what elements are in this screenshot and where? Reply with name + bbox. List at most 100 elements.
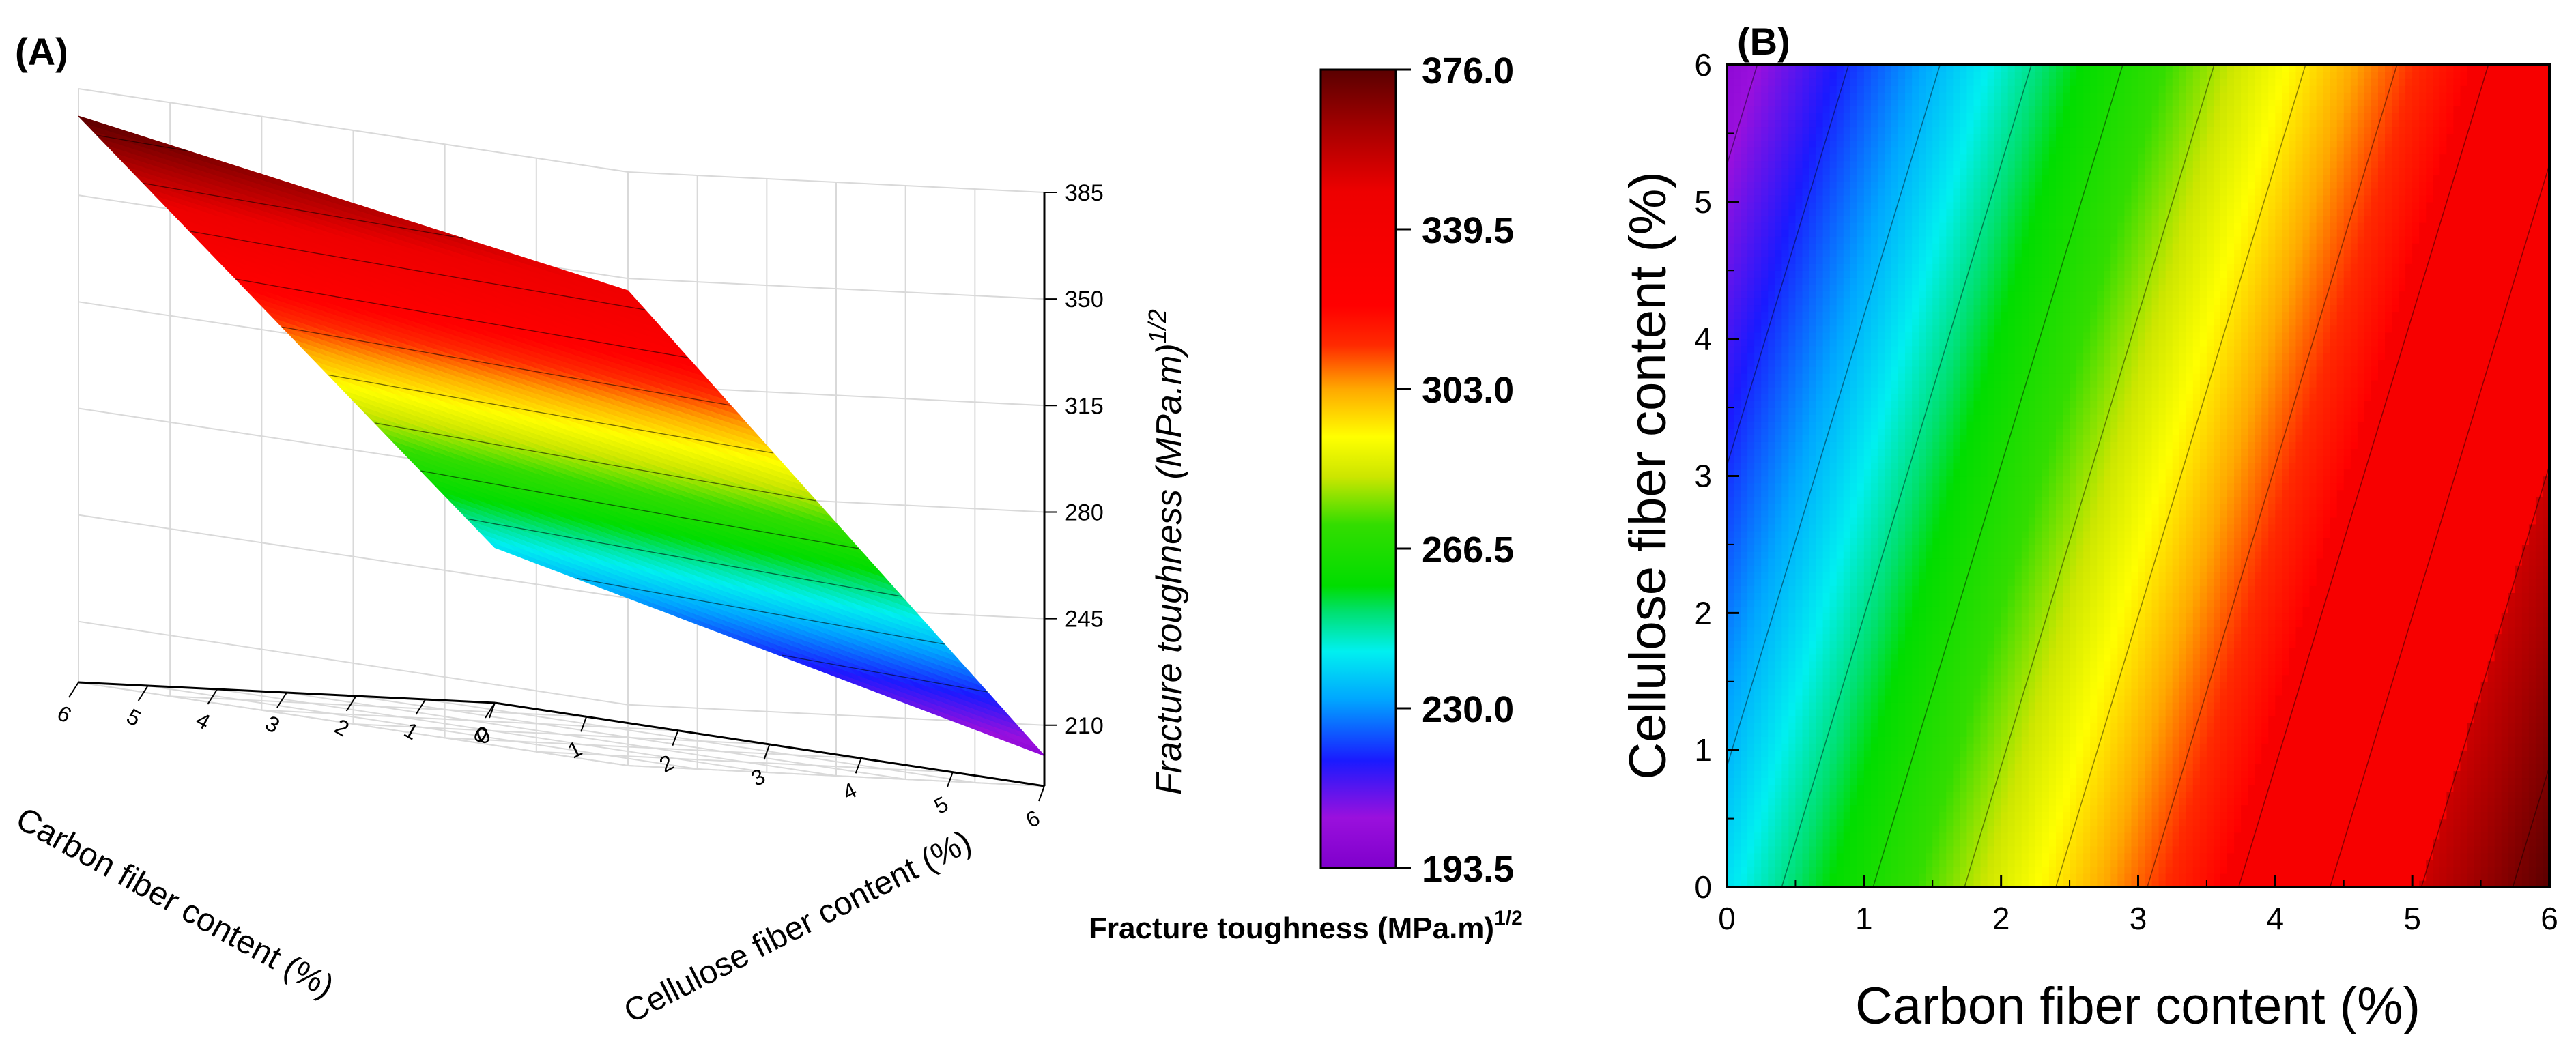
contour-cell [1747, 291, 1755, 299]
contour-cell [1781, 647, 1790, 655]
contour-cell [1795, 811, 1803, 820]
contour-cell [1788, 147, 1797, 155]
contour-cell [1741, 558, 1748, 566]
contour-cell [1775, 222, 1783, 230]
contour-cell [1747, 544, 1755, 552]
contour-cell [1754, 257, 1762, 264]
contour-cell [1734, 510, 1741, 518]
contour-cell [1761, 606, 1769, 614]
contour-cell [1788, 476, 1797, 484]
contour-cell [1734, 633, 1741, 641]
contour-cell [1761, 866, 1769, 874]
contour-cell [1775, 715, 1783, 723]
contour-cell [1768, 352, 1775, 360]
contour-cell [1775, 565, 1783, 572]
contour-cell [1775, 825, 1783, 833]
contour-cell [1761, 565, 1769, 572]
contour-cell [1734, 386, 1741, 394]
contour-cell [1781, 345, 1790, 353]
contour-cell [1795, 421, 1803, 429]
z-tick-label: 385 [1065, 180, 1104, 206]
contour-cell [1734, 818, 1741, 826]
contour-cell [1768, 428, 1775, 435]
contour-cell [1754, 804, 1762, 813]
contour-cell [1768, 565, 1775, 572]
contour-cell [1747, 154, 1755, 162]
contour-cell [1747, 106, 1755, 113]
contour-cell [1781, 325, 1790, 333]
contour-cell [1795, 469, 1803, 477]
contour-cell [1795, 414, 1803, 422]
contour-cell [1741, 338, 1748, 347]
contour-cell [1754, 250, 1762, 257]
contour-cell [1734, 99, 1741, 106]
contour-cell [1775, 743, 1783, 751]
contour-cell [1741, 626, 1748, 635]
contour-cell [1754, 338, 1762, 347]
contour-cell [1741, 798, 1748, 806]
contour-cell [1734, 777, 1741, 785]
contour-cell [1768, 386, 1775, 394]
contour-cell [1741, 544, 1748, 552]
contour-cell [1761, 78, 1769, 86]
contour-cell [1741, 503, 1748, 511]
contour-cell [1747, 736, 1755, 744]
contour-cell [1761, 359, 1769, 367]
contour-cell [1788, 160, 1797, 169]
contour-cell [1781, 469, 1790, 477]
contour-cell [1747, 764, 1755, 771]
contour-cell [1775, 572, 1783, 579]
contour-cell [1754, 119, 1762, 128]
contour-cell [1741, 379, 1748, 388]
contour-cell [1775, 263, 1783, 271]
contour-cell [1781, 455, 1790, 463]
contour-cell [1788, 455, 1797, 463]
contour-cell [1768, 133, 1775, 141]
contour-cell [1768, 825, 1775, 833]
contour-cell [1788, 688, 1797, 696]
contour-cell [1788, 291, 1797, 299]
contour-cell [1761, 839, 1769, 847]
contour-cell [1788, 113, 1797, 121]
contour-cell [1775, 229, 1783, 237]
contour-cell [1761, 688, 1769, 696]
contour-cell [1781, 201, 1790, 209]
contour-cell [1741, 537, 1748, 545]
contour-cell [1761, 394, 1769, 401]
contour-cell [1741, 825, 1748, 833]
contour-cell [1781, 188, 1790, 196]
contour-cell [1734, 530, 1741, 538]
contour-cell [1775, 441, 1783, 450]
contour-cell [1775, 544, 1783, 552]
contour-cell [1741, 386, 1748, 394]
grid-line [627, 765, 1045, 787]
contour-cell [1761, 757, 1769, 764]
contour-cell [1741, 777, 1748, 785]
contour-cell [1781, 798, 1790, 806]
contour-cell [1781, 298, 1790, 306]
contour-cell [1768, 757, 1775, 764]
contour-cell [1741, 640, 1748, 648]
contour-cell [1795, 613, 1803, 621]
colorbar-tick-label: 339.5 [1422, 210, 1514, 251]
contour-cell [1768, 174, 1775, 182]
contour-cell [1734, 832, 1741, 840]
contour-cell [1788, 441, 1797, 450]
contour-cell [1734, 784, 1741, 792]
contour-cell [1734, 72, 1741, 79]
grid-line [78, 88, 629, 173]
contour-cell [1747, 489, 1755, 497]
contour-cell [1741, 304, 1748, 313]
contour-cell [1781, 770, 1790, 779]
contour-cell [1795, 839, 1803, 847]
contour-cell [1788, 523, 1797, 532]
contour-cell [1754, 764, 1762, 771]
contour-cell [1747, 359, 1755, 367]
contour-cell [1768, 503, 1775, 511]
contour-cell [1754, 701, 1762, 710]
contour-cell [1768, 448, 1775, 456]
contour-cell [1775, 579, 1783, 586]
contour-cell [1775, 723, 1783, 730]
contour-cell [1795, 579, 1803, 586]
contour-cell [1747, 551, 1755, 559]
